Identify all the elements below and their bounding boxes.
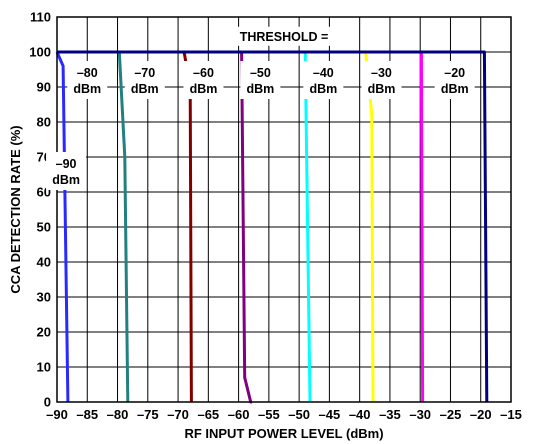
annotation-value: –80 bbox=[77, 66, 98, 80]
y-tick-label: 110 bbox=[30, 10, 51, 25]
x-tick-label: –20 bbox=[470, 407, 492, 422]
annotation-value: –70 bbox=[134, 66, 155, 80]
annotation-value: –20 bbox=[444, 66, 465, 80]
x-tick-label: –30 bbox=[409, 407, 431, 422]
annotation-0: –90 dBm bbox=[46, 152, 87, 190]
annotation-value: –50 bbox=[250, 66, 271, 80]
annotation-4: –50 dBm bbox=[240, 61, 281, 99]
plot-frame bbox=[56, 16, 512, 403]
annotation-unit: dBm bbox=[247, 82, 275, 96]
threshold-header-bg bbox=[216, 26, 352, 46]
x-tick-label: –65 bbox=[197, 407, 219, 422]
x-tick-label: –75 bbox=[137, 407, 159, 422]
x-tick-label: –45 bbox=[319, 407, 341, 422]
annotation-unit: dBm bbox=[52, 173, 80, 187]
y-tick-label: 90 bbox=[37, 80, 51, 95]
annotation-unit: dBm bbox=[190, 82, 218, 96]
x-tick-label: –50 bbox=[288, 407, 310, 422]
annotation-bg bbox=[434, 61, 475, 99]
x-tick-label: –85 bbox=[76, 407, 98, 422]
annotation-bg bbox=[67, 61, 108, 99]
y-tick-label: 0 bbox=[44, 395, 51, 410]
y-tick-label: 100 bbox=[29, 45, 51, 60]
annotation-2: –70 dBm bbox=[124, 61, 165, 99]
annotation-6: –30 dBm bbox=[361, 61, 402, 99]
threshold-header: THRESHOLD = bbox=[240, 30, 329, 44]
x-tick-label: –90 bbox=[46, 407, 68, 422]
y-axis-title: CCA DETECTION RATE (%) bbox=[8, 125, 23, 293]
series-annotations: –90 dBm –80 dBm –70 dBm –60 dBm –50 dBm –40 dBm –30 d… bbox=[46, 26, 475, 190]
annotation-unit: dBm bbox=[131, 82, 159, 96]
annotation-value: –90 bbox=[56, 157, 77, 171]
series-line-0 bbox=[55, 51, 70, 403]
annotation-bg bbox=[183, 61, 224, 99]
annotation-7: –20 dBm bbox=[434, 61, 475, 99]
annotation-3: –60 dBm bbox=[183, 61, 224, 99]
series-line-7 bbox=[57, 50, 489, 403]
annotation-unit: dBm bbox=[368, 82, 396, 96]
annotation-bg bbox=[46, 152, 87, 190]
x-tick-label: –70 bbox=[167, 407, 189, 422]
x-tick-label: –25 bbox=[440, 407, 462, 422]
annotation-unit: dBm bbox=[441, 82, 469, 96]
annotation-unit: dBm bbox=[73, 82, 101, 96]
annotation-bg bbox=[240, 61, 281, 99]
y-tick-label: 30 bbox=[37, 290, 51, 305]
x-tick-label: –35 bbox=[379, 407, 401, 422]
annotation-bg bbox=[303, 61, 344, 99]
x-tick-label: –15 bbox=[500, 407, 522, 422]
x-tick-label: –60 bbox=[228, 407, 250, 422]
x-tick-labels: –90 –85 –80 –75 –70 –65 –60 –55 –50 –45 –40 –35 –30–… bbox=[46, 407, 522, 422]
x-tick-label: –55 bbox=[258, 407, 280, 422]
annotation-bg bbox=[124, 61, 165, 99]
y-tick-label: 40 bbox=[37, 255, 51, 270]
annotation-unit: dBm bbox=[309, 82, 337, 96]
y-tick-label: 50 bbox=[37, 220, 51, 235]
annotation-value: –60 bbox=[193, 66, 214, 80]
y-tick-label: 80 bbox=[37, 115, 51, 130]
x-tick-label: –40 bbox=[349, 407, 371, 422]
x-axis-title: RF INPUT POWER LEVEL (dBm) bbox=[184, 426, 383, 441]
annotation-value: –40 bbox=[313, 66, 334, 80]
y-tick-label: 10 bbox=[37, 360, 51, 375]
x-tick-label: –80 bbox=[107, 407, 129, 422]
annotation-5: –40 dBm bbox=[303, 61, 344, 99]
annotation-1: –80 dBm bbox=[67, 61, 108, 99]
annotation-bg bbox=[361, 61, 402, 99]
y-tick-label: 20 bbox=[37, 325, 51, 340]
annotation-value: –30 bbox=[371, 66, 392, 80]
